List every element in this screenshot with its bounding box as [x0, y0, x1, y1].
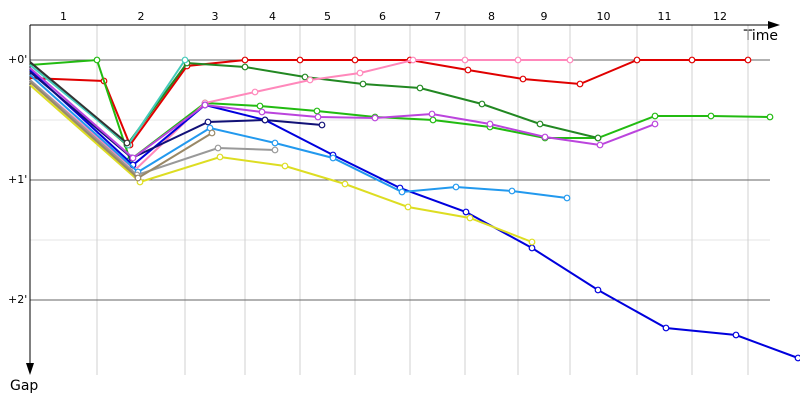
point [398, 188, 406, 196]
point [314, 113, 322, 121]
lap-label: 12 [713, 10, 727, 23]
point [508, 187, 516, 195]
point [576, 80, 584, 88]
point [594, 286, 602, 294]
series-line [29, 61, 128, 144]
point [256, 102, 264, 110]
point [478, 100, 486, 108]
lap-label: 4 [269, 10, 276, 23]
point [329, 154, 337, 162]
point [528, 238, 536, 246]
point [766, 113, 774, 121]
point [688, 56, 696, 64]
lap-label: 1 [60, 10, 67, 23]
point [351, 56, 359, 64]
point [241, 63, 249, 71]
point [313, 107, 321, 115]
point [416, 84, 424, 92]
lap-label: 11 [658, 10, 672, 23]
point [541, 133, 549, 141]
y-tick-label: +2' [8, 293, 27, 306]
series-line [29, 59, 570, 172]
y-arrow [26, 363, 34, 375]
lap-label: 9 [541, 10, 548, 23]
x-axis-label: Time [743, 28, 778, 44]
point [461, 56, 469, 64]
point [528, 244, 536, 252]
point [594, 134, 602, 142]
point [306, 76, 314, 84]
point [462, 208, 470, 216]
point [134, 174, 142, 182]
point [633, 56, 641, 64]
point [258, 108, 266, 116]
point [318, 121, 326, 129]
lap-label: 8 [488, 10, 495, 23]
series-line [29, 59, 748, 148]
series-line [29, 69, 799, 359]
point [486, 120, 494, 128]
point [216, 153, 224, 161]
point [271, 139, 279, 147]
point [651, 120, 659, 128]
point [662, 324, 670, 332]
point [271, 146, 279, 154]
point [181, 56, 189, 64]
point [651, 112, 659, 120]
series-line [29, 79, 276, 177]
lap-label: 2 [138, 10, 145, 23]
point [536, 120, 544, 128]
point [566, 56, 574, 64]
y-tick-label: +0' [8, 53, 27, 66]
lap-label: 5 [324, 10, 331, 23]
point [371, 114, 379, 122]
point [563, 194, 571, 202]
point [732, 331, 740, 339]
point [301, 73, 309, 81]
point [241, 56, 249, 64]
point [514, 56, 522, 64]
point [404, 203, 412, 211]
point [464, 66, 472, 74]
point [428, 110, 436, 118]
x-arrow [768, 21, 780, 29]
point [123, 139, 131, 147]
point [359, 80, 367, 88]
y-axis-label: Gap [10, 378, 38, 394]
point [93, 56, 101, 64]
point [409, 56, 417, 64]
point [208, 129, 216, 137]
point [261, 116, 269, 124]
series-line [29, 61, 599, 147]
point [744, 56, 752, 64]
point [214, 144, 222, 152]
point [129, 154, 137, 162]
series-line [29, 58, 771, 162]
point [429, 116, 437, 124]
y-tick-label: +1' [8, 173, 27, 186]
point [201, 101, 209, 109]
lap-label: 6 [379, 10, 386, 23]
series-line [29, 84, 533, 243]
point [281, 162, 289, 170]
lap-label: 10 [597, 10, 611, 23]
point [452, 183, 460, 191]
point [204, 118, 212, 126]
point [519, 75, 527, 83]
point [251, 88, 259, 96]
point [466, 214, 474, 222]
lap-label: 7 [434, 10, 441, 23]
point [707, 112, 715, 120]
point [794, 354, 800, 362]
point [296, 56, 304, 64]
lap-label: 3 [212, 10, 219, 23]
point [341, 180, 349, 188]
point [596, 141, 604, 149]
point [356, 69, 364, 77]
